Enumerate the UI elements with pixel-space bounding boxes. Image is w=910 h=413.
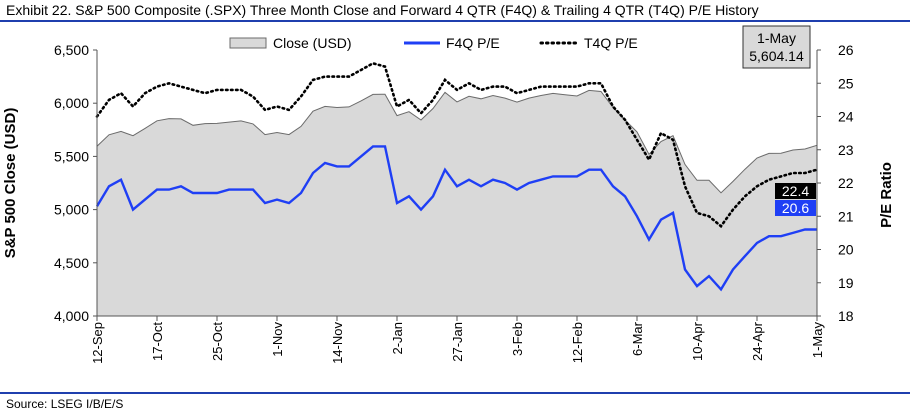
right-axis-tick-label: 19 (838, 275, 854, 291)
last-close-date: 1-May (757, 30, 796, 46)
f4q-pe-line (95, 145, 817, 292)
x-axis-tick-label: 3-Feb (510, 322, 525, 356)
legend-label-close: Close (USD) (273, 35, 352, 51)
right-axis-tick-label: 22 (838, 175, 854, 191)
close-area (96, 89, 818, 317)
last-close-value: 5,604.14 (749, 48, 804, 64)
t4q-end-label-box (775, 183, 816, 199)
legend-swatch-close (229, 37, 267, 49)
source-note: Source: LSEG I/B/E/S (6, 397, 124, 411)
f4q-end-label-box (775, 200, 816, 216)
bottom-rule (0, 392, 910, 394)
legend-label-t4q: T4Q P/E (584, 35, 638, 51)
left-axis-tick-label: 4,500 (54, 255, 89, 271)
x-axis-tick-label: 27-Jan (450, 322, 465, 362)
right-axis-tick-label: 21 (838, 208, 854, 224)
right-axis-tick-label: 23 (838, 142, 854, 158)
x-axis-tick-label: 12-Feb (570, 322, 585, 363)
x-axis-tick-label: 1-Nov (270, 322, 285, 357)
right-axis-tick-label: 20 (838, 242, 854, 258)
left-axis-tick-label: 5,000 (54, 202, 89, 218)
right-axis-tick-label: 24 (838, 109, 854, 125)
f4q-end-label: 20.6 (782, 200, 809, 216)
x-axis-tick-label: 6-Mar (630, 321, 645, 356)
t4q-pe-line (95, 61, 819, 229)
right-axis-tick-label: 25 (838, 75, 854, 91)
legend-label-f4q: F4Q P/E (446, 35, 500, 51)
right-axis-tick-label: 18 (838, 308, 854, 324)
left-axis-tick-label: 6,500 (54, 42, 89, 58)
left-axis-tick-label: 6,000 (54, 95, 89, 111)
left-axis-tick-label: 5,500 (54, 148, 89, 164)
right-axis-tick-label: 26 (838, 42, 854, 58)
x-axis-tick-label: 2-Jan (390, 322, 405, 355)
x-axis-tick-label: 10-Apr (690, 321, 705, 361)
y-axis-title: S&P 500 Close (USD) (2, 108, 19, 259)
t4q-end-label: 22.4 (782, 183, 809, 199)
x-axis-tick-label: 17-Oct (150, 322, 165, 361)
x-axis-tick-label: 24-Apr (750, 321, 765, 361)
x-axis-tick-label: 14-Nov (330, 322, 345, 364)
x-axis-tick-label: 25-Oct (210, 322, 225, 361)
y2-axis-title: P/E Ratio (878, 162, 895, 228)
top-rule (0, 20, 910, 22)
last-close-callout (742, 25, 811, 69)
left-axis-tick-label: 4,000 (54, 308, 89, 324)
chart-title: Exhibit 22. S&P 500 Composite (.SPX) Thr… (6, 2, 759, 18)
x-axis-tick-label: 12-Sep (90, 322, 105, 364)
x-axis-tick-label: 1-May (810, 322, 825, 359)
